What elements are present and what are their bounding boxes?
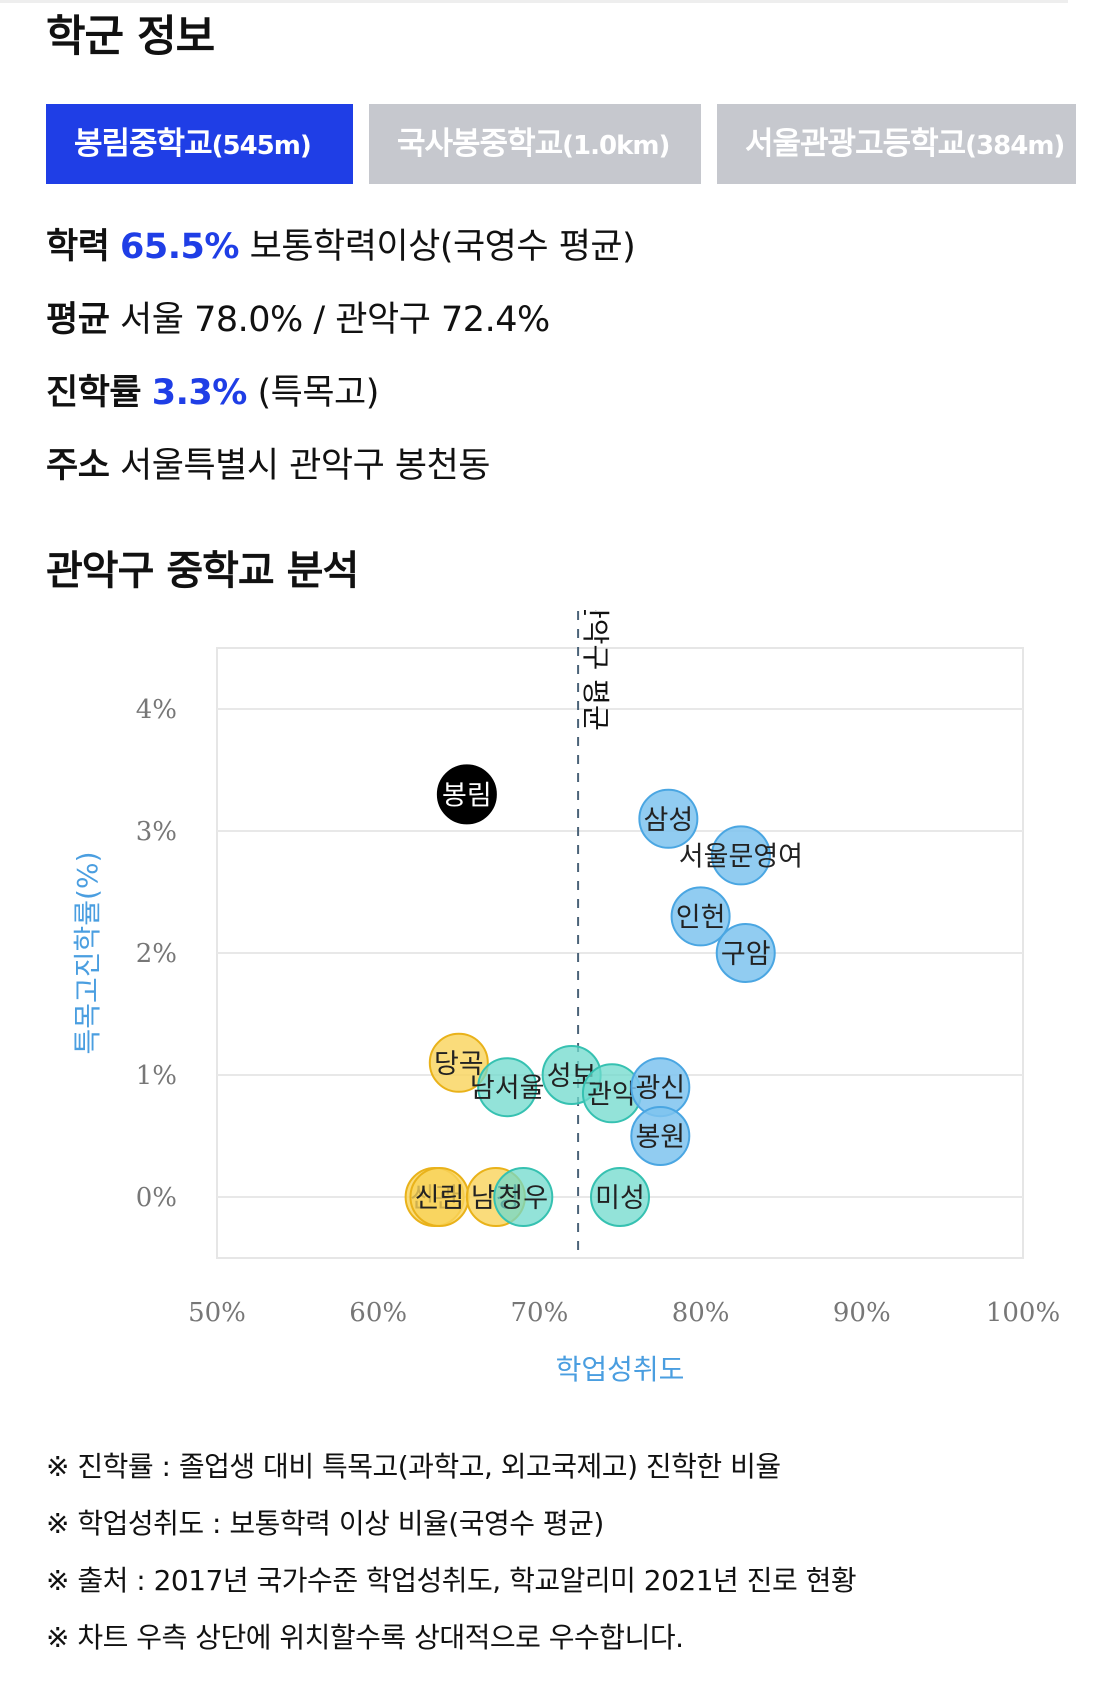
point-label: 삼성 — [644, 805, 694, 836]
point-label: 인헌 — [676, 902, 726, 933]
x-axis-label: 학업성취도 — [556, 1353, 685, 1386]
advance-value: 3.3% — [151, 373, 248, 413]
note-item: ※ 출처 : 2017년 국가수준 학업성취도, 학교알리미 2021년 진로 … — [46, 1564, 857, 1597]
note-item: ※ 차트 우측 상단에 위치할수록 상대적으로 우수합니다. — [46, 1621, 684, 1654]
y-tick-label: 2% — [136, 939, 177, 969]
note-item: ※ 진학률 : 졸업생 대비 특목고(과학고, 외고국제고) 진학한 비율 — [46, 1450, 781, 1483]
info-average: 평균 서울 78.0% / 관악구 72.4% — [46, 291, 550, 342]
info-academic: 학력 65.5% 보통학력이상(국영수 평균) — [46, 218, 636, 269]
academic-desc: 보통학력이상(국영수 평균) — [249, 227, 636, 267]
y-tick-label: 0% — [136, 1183, 177, 1213]
tab-distance: (545m) — [211, 131, 312, 161]
point-marker — [477, 1057, 538, 1118]
y-axis-label: 특목고진학률(%) — [71, 851, 104, 1054]
advance-label: 진학률 — [46, 373, 142, 413]
point-marker — [590, 1167, 650, 1227]
x-tick-label: 100% — [986, 1298, 1060, 1328]
y-tick-label: 1% — [136, 1061, 177, 1091]
scatter-chart: 0% 1% 2% 3% 4% 50% 60% 70% 80% 90% 100% 학업성취도 특목고진학률… — [71, 610, 1060, 1386]
point-label: 당곡 — [434, 1049, 484, 1080]
tab-seoul-tourism[interactable]: 서울관광고등학교(384m) — [717, 104, 1076, 184]
point-marker — [670, 886, 731, 947]
point-marker — [428, 1032, 489, 1093]
academic-label: 학력 — [46, 227, 110, 267]
point-label: 미성 — [595, 1183, 645, 1214]
y-tick-label: 3% — [136, 817, 177, 847]
tab-distance: (1.0km) — [562, 131, 670, 161]
address-value: 서울특별시 관악구 봉천동 — [120, 446, 490, 486]
tab-school-name: 서울관광고등학교 — [745, 126, 966, 162]
point-label: 봉림 — [442, 780, 492, 811]
section-title: 학군 정보 — [46, 12, 215, 62]
note-item: ※ 학업성취도 : 보통학력 이상 비율(국영수 평균) — [46, 1507, 604, 1540]
academic-value: 65.5% — [120, 227, 239, 267]
x-tick-label: 90% — [833, 1298, 891, 1328]
point-label: 봉원 — [635, 1122, 685, 1153]
advance-desc: (특목고) — [257, 373, 379, 413]
chart-title: 관악구 중학교 분석 — [46, 548, 359, 594]
average-line-label: 관악구 평균 — [579, 610, 612, 731]
point-label: 광신 — [635, 1073, 685, 1104]
notes: ※ 진학률 : 졸업생 대비 특목고(과학고, 외고국제고) 진학한 비율 ※ … — [46, 1438, 857, 1666]
tab-school-name: 봉림중학교 — [74, 126, 213, 162]
info-address: 주소 서울특별시 관악구 봉천동 — [46, 437, 490, 488]
x-tick-label: 80% — [672, 1298, 730, 1328]
average-label: 평균 — [46, 300, 110, 340]
address-label: 주소 — [46, 446, 110, 486]
x-tick-label: 50% — [188, 1298, 246, 1328]
tab-distance: (384m) — [965, 131, 1065, 161]
tab-bongrim[interactable]: 봉림중학교(545m) — [46, 104, 353, 184]
point-label: 신림 — [415, 1183, 465, 1214]
tab-guksabong[interactable]: 국사봉중학교(1.0km) — [369, 104, 701, 184]
point-marker — [630, 1106, 691, 1166]
point-marker — [710, 825, 771, 886]
point-label: 구암 — [721, 939, 771, 970]
point-label: 남서울 — [470, 1073, 545, 1104]
school-tabs: 봉림중학교(545m) 국사봉중학교(1.0km) 서울관광고등학교(384m) — [46, 104, 1076, 184]
point-label: 관악 — [587, 1079, 637, 1110]
point-marker — [493, 1167, 554, 1227]
top-divider — [0, 0, 1068, 3]
tab-school-name: 국사봉중학교 — [397, 126, 563, 162]
x-tick-label: 60% — [349, 1298, 407, 1328]
point-marker — [436, 764, 497, 825]
x-tick-label: 70% — [511, 1298, 569, 1328]
average-value: 서울 78.0% / 관악구 72.4% — [120, 300, 550, 340]
y-tick-label: 4% — [136, 695, 177, 725]
point-label: 청우 — [498, 1183, 548, 1214]
point-marker — [638, 788, 699, 849]
info-advance-rate: 진학률 3.3% (특목고) — [46, 364, 379, 415]
point-label: 서울문영여 — [679, 841, 803, 872]
point-marker — [715, 923, 776, 983]
